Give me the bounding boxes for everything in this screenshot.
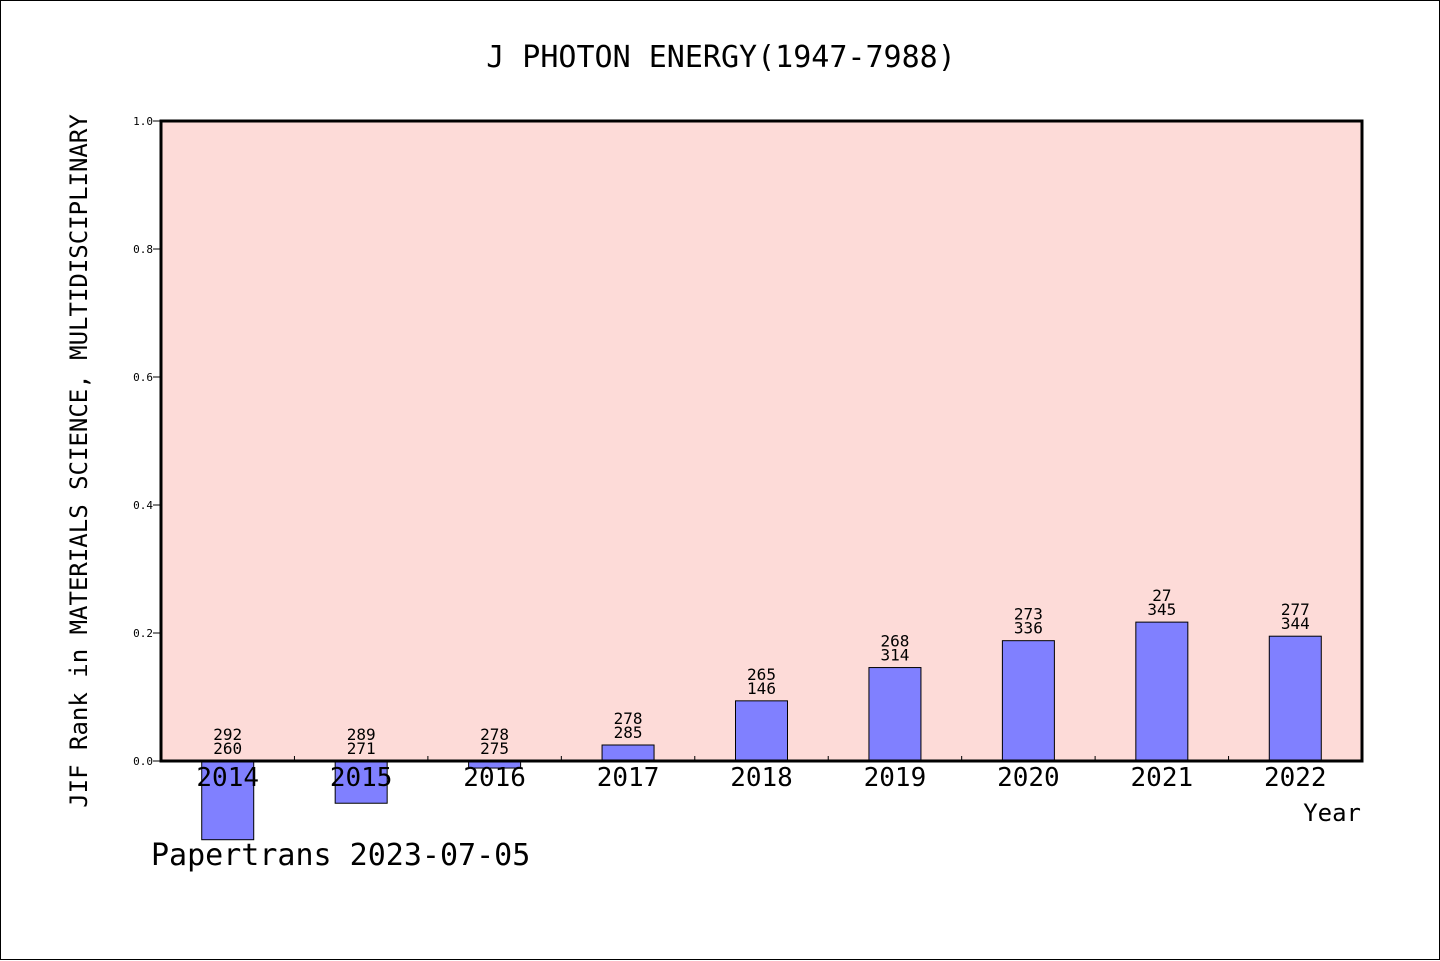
x-axis-ticks: 2014 2015 2016 2017 2018 2019 2020 2021 2022 [196,756,1327,793]
x-tick-label-2019: 2019 [864,763,927,793]
bar-label-bottom-2014: 260 [213,739,242,758]
bar-2017 [601,744,655,762]
y-tick-label: 0.2 [133,627,153,640]
bar-label-top-2021: 27 [1152,586,1171,605]
x-axis-label: Year [1303,799,1361,827]
bar-label-top-2017: 278 [614,709,643,728]
bar-label-bottom-2015: 271 [347,739,376,758]
bar-2019 [868,667,922,762]
x-tick-label-2018: 2018 [730,763,793,793]
x-tick-label-2014: 2014 [196,763,259,793]
bar-label-top-2020: 273 [1014,605,1043,624]
chart-title: J PHOTON ENERGY(1947-7988) [486,40,956,75]
bar-label-bottom-2018: 146 [747,679,776,698]
bar-label-bottom-2019: 314 [880,646,909,665]
bar-label-bottom-2021: 345 [1147,600,1176,619]
bar-label-bottom-2017: 285 [614,723,643,742]
y-axis-ticks: 0.0 0.2 0.4 0.6 0.8 1.0 [133,115,161,768]
x-tick-label-2021: 2021 [1131,763,1194,793]
bar-data-labels: 2922602892712782752782852651462683142733… [213,586,1309,758]
y-tick-label: 1.0 [133,115,153,128]
bar-2020 [1001,640,1055,762]
bar-label-top-2016: 278 [480,725,509,744]
credit-text: Papertrans 2023-07-05 [151,838,530,873]
bar-2018 [735,700,788,762]
bar-label-bottom-2020: 336 [1014,619,1043,638]
bar-2021 [1135,621,1189,762]
y-axis-label: JIF Rank in MATERIALS SCIENCE, MULTIDISC… [65,114,93,808]
x-tick-label-2016: 2016 [463,763,526,793]
x-tick-label-2015: 2015 [330,763,393,793]
y-tick-label: 0.6 [133,371,153,384]
bars [201,621,1322,841]
y-tick-label: 0.4 [133,499,153,512]
y-tick-label: 0.0 [133,755,153,768]
bar-label-bottom-2022: 344 [1281,614,1310,633]
plot-border [159,119,1364,763]
bar-label-top-2015: 289 [347,725,376,744]
x-tick-label-2022: 2022 [1264,763,1327,793]
bar-label-top-2022: 277 [1281,600,1310,619]
bar-label-top-2019: 268 [880,632,909,651]
bar-label-top-2014: 292 [213,725,242,744]
x-tick-label-2020: 2020 [997,763,1060,793]
bar-label-top-2018: 265 [747,665,776,684]
bar-2022 [1268,635,1322,762]
bar-2014 [201,760,255,841]
x-tick-label-2017: 2017 [597,763,660,793]
bar-label-bottom-2016: 275 [480,739,509,758]
y-tick-label: 0.8 [133,243,153,256]
